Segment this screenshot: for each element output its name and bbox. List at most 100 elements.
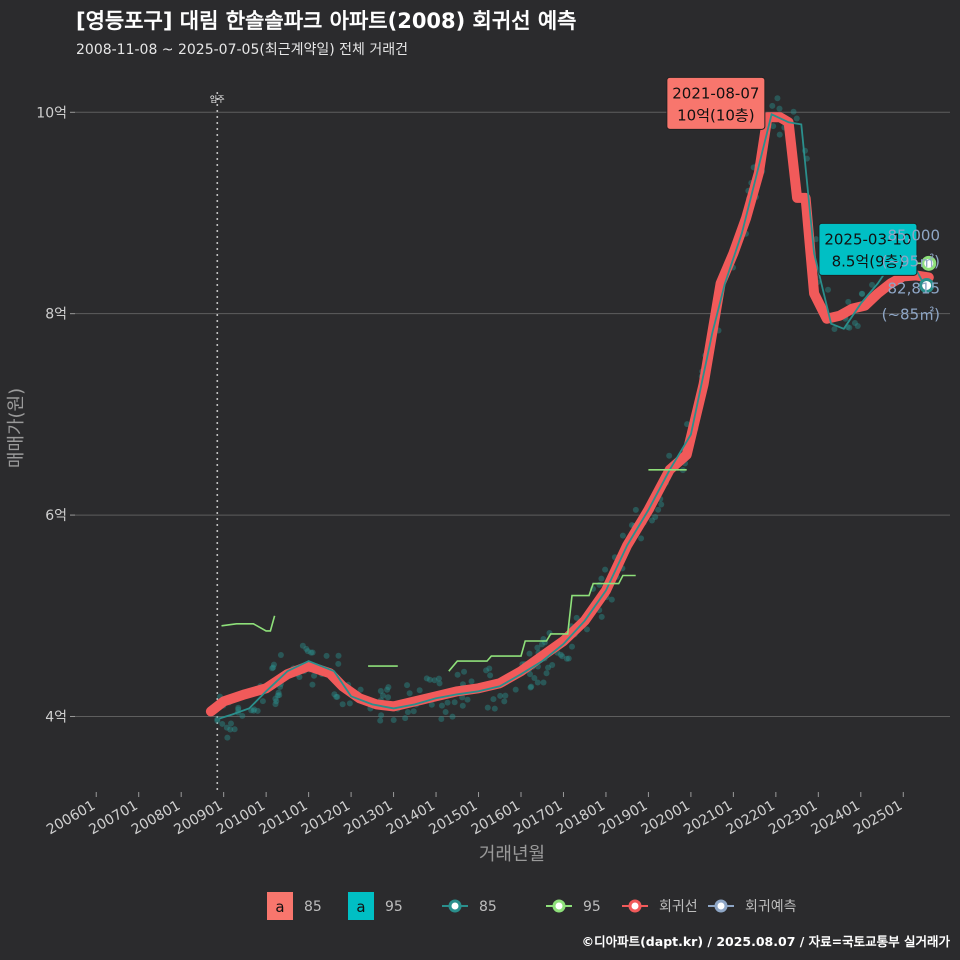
transaction-point bbox=[296, 674, 303, 681]
transaction-point bbox=[559, 653, 566, 660]
transaction-point bbox=[438, 702, 445, 709]
transaction-point bbox=[526, 650, 533, 657]
legend-key-letter: a bbox=[356, 898, 365, 916]
transaction-point bbox=[534, 679, 541, 686]
legend-line-marker bbox=[552, 899, 566, 913]
transaction-point bbox=[502, 692, 509, 699]
transaction-point bbox=[428, 701, 435, 708]
regression-line bbox=[205, 112, 934, 717]
transaction-point bbox=[449, 713, 456, 720]
transaction-point bbox=[357, 686, 364, 693]
transaction-point bbox=[331, 691, 338, 698]
transaction-point bbox=[790, 108, 797, 115]
transaction-point bbox=[214, 716, 221, 723]
transaction-point bbox=[384, 686, 391, 693]
annotation-date: 2021-08-07 bbox=[672, 84, 759, 102]
transaction-point bbox=[308, 649, 315, 656]
transaction-point bbox=[444, 699, 451, 706]
annotation-date: 2025-03-10 bbox=[824, 230, 911, 248]
transaction-point bbox=[649, 517, 656, 524]
transaction-point bbox=[527, 684, 534, 691]
transaction-point bbox=[269, 665, 276, 672]
transaction-point bbox=[323, 652, 330, 659]
y-tick-label: 6억 bbox=[45, 508, 67, 524]
move-in-label: 입주 bbox=[210, 95, 225, 104]
legend-label: 회귀선 bbox=[659, 899, 698, 915]
transaction-point bbox=[573, 614, 580, 621]
transaction-point bbox=[598, 575, 605, 582]
transaction-point bbox=[435, 675, 442, 682]
transaction-point bbox=[227, 726, 234, 733]
y-tick-label: 8억 bbox=[45, 307, 67, 323]
transaction-point bbox=[431, 677, 438, 684]
transaction-point bbox=[227, 720, 234, 727]
transaction-point bbox=[464, 696, 471, 703]
series-95-line bbox=[448, 574, 636, 672]
x-tick-label: 202501 bbox=[851, 798, 905, 839]
legend-label: 95 bbox=[583, 899, 601, 915]
transaction-point bbox=[545, 664, 552, 671]
transaction-point bbox=[776, 131, 783, 138]
annotation-price: 8.5억(9층) bbox=[832, 252, 905, 270]
transaction-point bbox=[666, 452, 673, 459]
transaction-point bbox=[540, 679, 547, 686]
transaction-point bbox=[563, 655, 570, 662]
series-95-end-marker bbox=[921, 255, 937, 271]
transaction-point bbox=[845, 298, 852, 305]
transaction-point bbox=[390, 717, 397, 724]
transaction-point bbox=[487, 672, 494, 679]
transaction-point bbox=[309, 681, 316, 688]
transaction-point bbox=[377, 717, 384, 724]
transaction-point bbox=[565, 655, 572, 662]
transaction-point bbox=[274, 692, 281, 699]
transaction-point bbox=[557, 651, 564, 658]
chart-subtitle: 2008-11-08 ~ 2025-07-05(최근계약일) 전체 거래건 bbox=[76, 42, 408, 58]
transaction-point bbox=[596, 581, 603, 588]
series-95-line bbox=[221, 615, 276, 632]
transaction-point bbox=[438, 716, 445, 723]
transaction-point bbox=[334, 693, 341, 700]
transaction-point bbox=[468, 678, 475, 685]
transaction-point bbox=[658, 501, 665, 508]
transaction-point bbox=[346, 700, 353, 707]
legend-line-marker bbox=[628, 899, 642, 913]
series-85-line bbox=[219, 113, 926, 720]
transaction-point bbox=[851, 319, 858, 326]
transaction-point bbox=[270, 661, 277, 668]
transaction-point bbox=[774, 95, 781, 102]
transaction-point bbox=[303, 645, 310, 652]
transaction-point bbox=[339, 701, 346, 708]
transaction-point bbox=[436, 680, 443, 687]
transaction-point bbox=[461, 668, 468, 675]
transaction-point bbox=[632, 506, 639, 513]
transaction-point bbox=[224, 734, 231, 741]
legend-line-marker bbox=[714, 899, 728, 913]
annotation-box bbox=[666, 76, 766, 130]
transaction-point bbox=[385, 694, 392, 701]
transaction-point bbox=[299, 642, 306, 649]
transaction-point bbox=[404, 709, 411, 716]
transaction-point bbox=[273, 698, 280, 705]
legend-key-swatch bbox=[348, 892, 374, 920]
transaction-point bbox=[259, 698, 266, 705]
transaction-point bbox=[275, 689, 282, 696]
transaction-point bbox=[304, 648, 311, 655]
transaction-point bbox=[534, 644, 541, 651]
transaction-point bbox=[598, 613, 605, 620]
transaction-point bbox=[619, 532, 626, 539]
transaction-point bbox=[442, 708, 449, 715]
transaction-point bbox=[486, 665, 493, 672]
transaction-point bbox=[406, 690, 413, 697]
transaction-point bbox=[859, 290, 866, 297]
legend-key-swatch bbox=[267, 892, 293, 920]
transaction-point bbox=[223, 724, 230, 731]
transaction-point bbox=[813, 236, 820, 243]
transaction-point bbox=[378, 712, 385, 719]
transaction-point bbox=[527, 671, 534, 678]
transaction-point bbox=[770, 123, 777, 130]
transaction-point bbox=[416, 687, 423, 694]
transaction-point bbox=[377, 688, 384, 695]
transaction-point bbox=[459, 694, 466, 701]
